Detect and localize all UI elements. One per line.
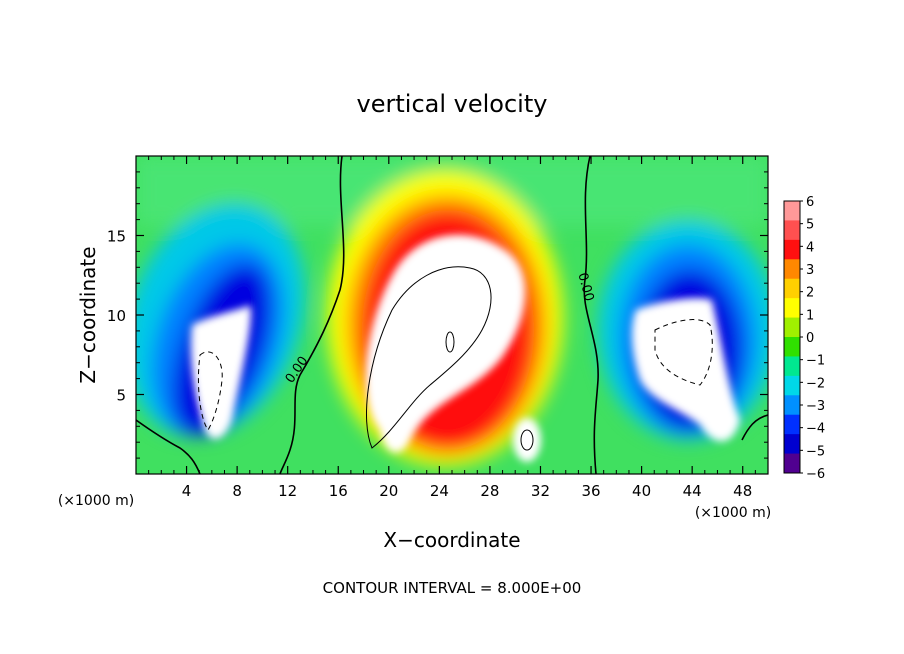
x-tick-label: 16 xyxy=(329,482,348,500)
colorbar-swatch xyxy=(784,414,800,435)
y-axis-label: Z−coordinate xyxy=(76,246,100,383)
positive-contour-small xyxy=(445,331,455,353)
colorbar-swatch xyxy=(784,298,800,319)
x-tick-label: 24 xyxy=(430,482,449,500)
chart-title: vertical velocity xyxy=(357,90,548,118)
positive-contour-right xyxy=(520,429,534,451)
colorbar-swatch xyxy=(784,453,800,474)
y-axis: 5 10 15 xyxy=(107,171,768,459)
x-axis: 4 8 12 16 20 24 28 32 36 40 44 48 xyxy=(148,156,756,500)
colorbar-label: 6 xyxy=(806,195,814,210)
colorbar-swatch xyxy=(784,356,800,377)
colorbar-label: 2 xyxy=(806,286,814,301)
colorbar-label: 5 xyxy=(806,218,814,233)
zero-contour-lower-right xyxy=(741,414,768,441)
colorbar-label: 4 xyxy=(806,240,814,255)
colorbar-swatch xyxy=(784,317,800,338)
x-tick-label: 32 xyxy=(531,482,550,500)
x-units-right: (×1000 m) xyxy=(695,505,771,521)
x-tick-label: 40 xyxy=(632,482,651,500)
negative-contour-left xyxy=(197,351,223,431)
colorbar-label: −3 xyxy=(806,399,825,414)
x-tick-label: 8 xyxy=(232,482,242,500)
negative-contour-right xyxy=(654,319,713,386)
colorbar-swatch xyxy=(784,395,800,416)
zero-contour-right xyxy=(583,156,599,474)
contour-interval-footnote: CONTOUR INTERVAL = 8.000E+00 xyxy=(323,579,582,597)
x-axis-label: X−coordinate xyxy=(383,528,520,552)
positive-contour-core xyxy=(365,266,492,449)
colorbar-swatch xyxy=(784,375,800,396)
x-units-left: (×1000 m) xyxy=(58,493,134,509)
x-tick-label: 20 xyxy=(379,482,398,500)
colorbar-label: 0 xyxy=(806,331,814,346)
zero-contour-left xyxy=(279,156,345,474)
colorbar-label: −2 xyxy=(806,376,825,391)
contour-label-right: 0.00 xyxy=(574,271,596,303)
updraft-core xyxy=(365,234,526,453)
y-tick-label: 10 xyxy=(107,307,126,325)
y-tick-label: 15 xyxy=(107,228,126,246)
colorbar-label: −6 xyxy=(806,467,825,482)
colorbar-swatch xyxy=(784,239,800,260)
y-tick-label: 5 xyxy=(116,387,126,405)
left-downdraft-white xyxy=(190,305,251,439)
colorbar-swatch xyxy=(784,434,800,455)
colorbar-swatch xyxy=(784,201,800,221)
colorbar-label: −5 xyxy=(806,444,825,459)
x-tick-label: 44 xyxy=(683,482,702,500)
colorbar-swatch xyxy=(784,337,800,357)
colorbar-swatch xyxy=(784,259,800,280)
colorbar-label: −1 xyxy=(806,354,825,369)
x-tick-label: 28 xyxy=(480,482,499,500)
colorbar-swatch xyxy=(784,278,800,299)
zero-contour-lower-left xyxy=(136,419,201,474)
colorbar-label: −4 xyxy=(806,422,825,437)
right-downdraft-white xyxy=(631,298,740,442)
colorbar-swatch xyxy=(784,220,800,241)
heatmap-field xyxy=(136,156,768,474)
x-tick-label: 48 xyxy=(733,482,752,500)
updraft-core-lower xyxy=(513,418,541,462)
x-tick-label: 4 xyxy=(182,482,192,500)
colorbar: 6 5 4 3 2 1 0 −1 −2 −3 −4 −5 −6 xyxy=(783,195,825,482)
colorbar-label: 1 xyxy=(806,308,814,323)
x-tick-label: 12 xyxy=(278,482,297,500)
x-tick-label: 36 xyxy=(581,482,600,500)
contour-lines xyxy=(136,156,768,474)
colorbar-label: 3 xyxy=(806,263,814,278)
